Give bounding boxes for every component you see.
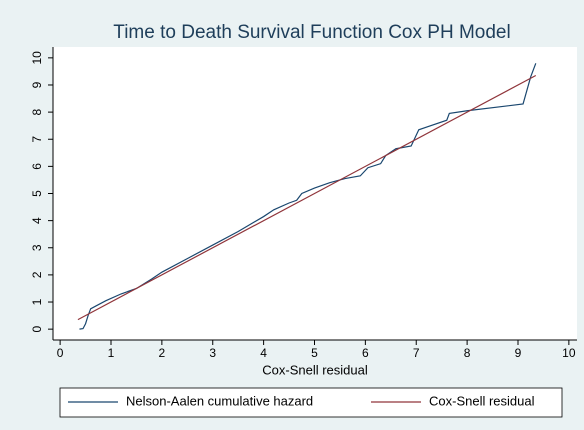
x-tick-label: 6 xyxy=(362,346,369,360)
x-tick-label: 3 xyxy=(209,346,216,360)
series-line xyxy=(77,74,537,321)
y-tick-label: 6 xyxy=(30,163,44,170)
x-tick-label: 1 xyxy=(108,346,115,360)
x-tick-label: 10 xyxy=(562,346,576,360)
y-tick-label: 3 xyxy=(30,244,44,251)
y-tick-label: 7 xyxy=(30,136,44,143)
x-tick-label: 0 xyxy=(57,346,64,360)
x-axis-title: Cox-Snell residual xyxy=(262,362,368,377)
legend-label: Nelson-Aalen cumulative hazard xyxy=(126,393,313,408)
y-tick-label: 10 xyxy=(30,51,44,65)
y-tick-label: 1 xyxy=(30,298,44,305)
x-tick-label: 7 xyxy=(413,346,420,360)
chart-title: Time to Death Survival Function Cox PH M… xyxy=(113,22,510,43)
y-tick-label: 0 xyxy=(30,325,44,332)
y-tick-label: 8 xyxy=(30,108,44,115)
y-tick-label: 4 xyxy=(30,217,44,224)
x-tick-label: 8 xyxy=(464,346,471,360)
x-tick-label: 5 xyxy=(311,346,318,360)
y-tick-label: 2 xyxy=(30,271,44,278)
legend-box xyxy=(59,387,563,418)
y-tick-label: 5 xyxy=(30,190,44,197)
legend-label: Cox-Snell residual xyxy=(429,393,535,408)
x-tick-label: 9 xyxy=(515,346,522,360)
y-tick-label: 9 xyxy=(30,81,44,88)
series-line xyxy=(79,63,537,330)
x-tick-label: 4 xyxy=(260,346,267,360)
x-tick-label: 2 xyxy=(159,346,166,360)
